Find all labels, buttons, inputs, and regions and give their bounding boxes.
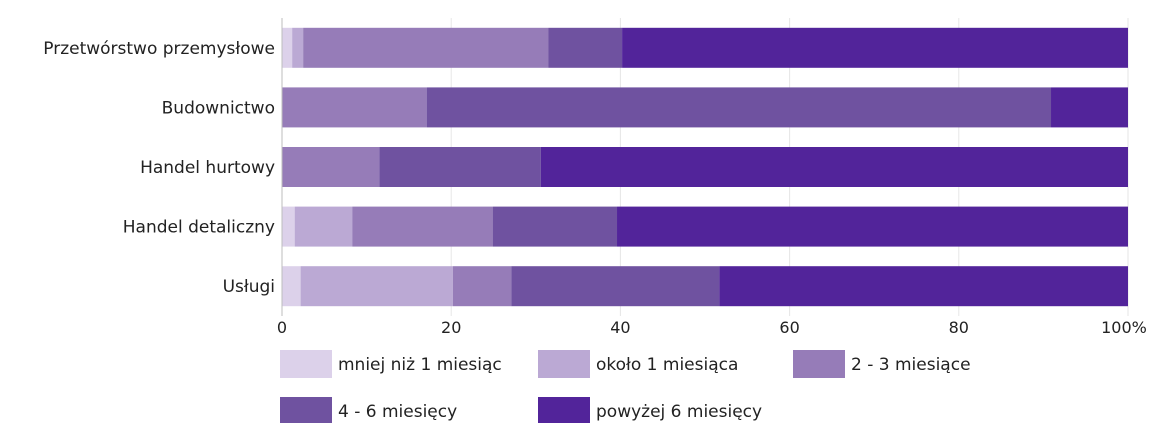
x-tick-label: 40 xyxy=(610,318,630,337)
bar-segment xyxy=(282,266,301,307)
legend-swatch xyxy=(538,397,590,423)
legend-swatch xyxy=(280,350,332,378)
x-tick-label: 80 xyxy=(949,318,969,337)
bar-segment xyxy=(617,206,1128,247)
bar-segment xyxy=(452,266,512,307)
bar-segment xyxy=(303,27,549,68)
legend-label: powyżej 6 miesięcy xyxy=(596,402,762,422)
bar-segment xyxy=(300,266,453,307)
x-tick-label: 100% xyxy=(1101,318,1147,337)
legend-label: mniej niż 1 miesiąc xyxy=(338,355,502,375)
bar-segment xyxy=(282,27,293,68)
x-tick-label: 20 xyxy=(441,318,461,337)
bar-segment xyxy=(282,206,295,247)
bar-segment xyxy=(426,87,1052,128)
bar-segment xyxy=(719,266,1128,307)
bar-segment xyxy=(1051,87,1128,128)
category-label: Budownictwo xyxy=(162,98,275,118)
legend-label: 4 - 6 miesięcy xyxy=(338,402,457,422)
category-label: Usługi xyxy=(223,277,275,297)
x-tick-label: 60 xyxy=(779,318,799,337)
bar-segment xyxy=(294,206,353,247)
bar-segment xyxy=(282,87,427,128)
bar-segment xyxy=(548,27,623,68)
bar-segment xyxy=(622,27,1128,68)
legend: mniej niż 1 miesiąc około 1 miesiąca 2 - 3… xyxy=(280,350,971,423)
bar-segment xyxy=(352,206,493,247)
bar-segment xyxy=(540,147,1128,187)
legend-swatch xyxy=(538,350,590,378)
category-label: Przetwórstwo przemysłowe xyxy=(43,39,275,59)
legend-label: 2 - 3 miesiące xyxy=(851,355,971,375)
bar-segment xyxy=(492,206,618,247)
bar-segment xyxy=(292,27,304,68)
x-tick-labels: 0 20 40 60 80 100% xyxy=(277,318,1147,337)
category-label: Handel detaliczny xyxy=(123,218,275,238)
legend-swatch xyxy=(793,350,845,378)
bar-segment xyxy=(511,266,720,307)
x-tick-label: 0 xyxy=(277,318,287,337)
bar-segment xyxy=(379,147,541,187)
category-label: Handel hurtowy xyxy=(140,158,275,178)
legend-swatch xyxy=(280,397,332,423)
bar-segment xyxy=(282,147,380,187)
legend-label: około 1 miesiąca xyxy=(596,355,738,375)
bars xyxy=(282,27,1128,307)
category-labels: Przetwórstwo przemysłowe Budownictwo Hande… xyxy=(43,39,275,297)
